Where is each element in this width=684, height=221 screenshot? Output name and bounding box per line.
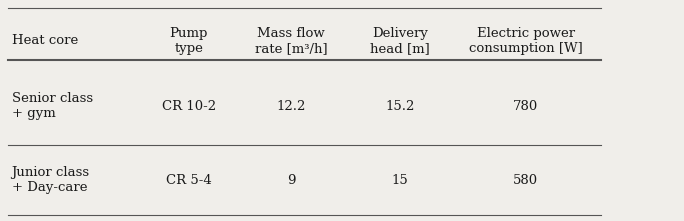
Text: Heat core: Heat core xyxy=(12,34,78,47)
Text: 9: 9 xyxy=(287,174,295,187)
Text: CR 5-4: CR 5-4 xyxy=(166,174,211,187)
Text: 12.2: 12.2 xyxy=(276,100,306,113)
Text: CR 10-2: CR 10-2 xyxy=(161,100,215,113)
Text: 780: 780 xyxy=(513,100,538,113)
Text: 15.2: 15.2 xyxy=(385,100,415,113)
Text: Senior class
+ gym: Senior class + gym xyxy=(12,92,93,120)
Text: Junior class
+ Day-care: Junior class + Day-care xyxy=(12,166,90,194)
Text: Electric power
consumption [W]: Electric power consumption [W] xyxy=(469,27,583,55)
Text: Pump
type: Pump type xyxy=(170,27,208,55)
Text: Mass flow
rate [m³/h]: Mass flow rate [m³/h] xyxy=(254,27,327,55)
Text: Delivery
head [m]: Delivery head [m] xyxy=(370,27,430,55)
Text: 15: 15 xyxy=(391,174,408,187)
Text: 580: 580 xyxy=(514,174,538,187)
